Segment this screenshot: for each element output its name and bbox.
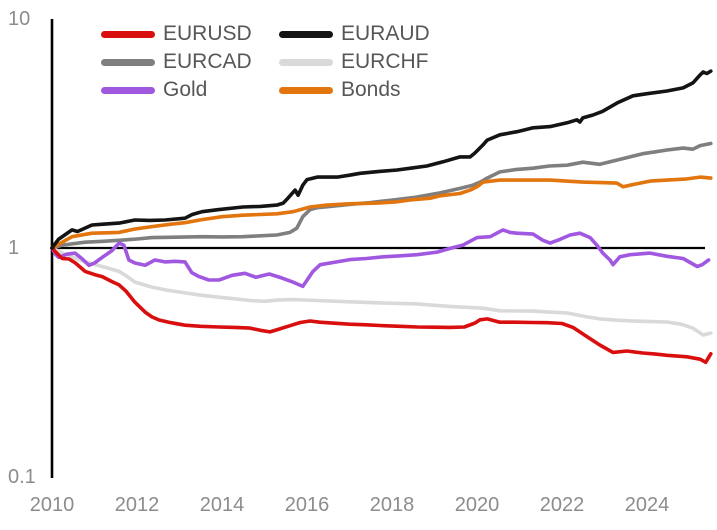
legend-swatch-gold [101, 86, 155, 94]
legend-item-eurusd: EURUSD [101, 22, 252, 46]
legend-label-eurcad: EURCAD [163, 50, 252, 73]
x-tick-2014: 2014 [199, 494, 245, 516]
legend-swatch-eurchf [279, 58, 333, 66]
legend-swatch-euraud [279, 30, 333, 38]
series-line-bonds [50, 175, 713, 250]
legend-label-bonds: Bonds [341, 78, 401, 101]
series-line-eurchf [50, 246, 713, 337]
legend-label-euraud: EURAUD [341, 22, 430, 45]
x-tick-2010: 2010 [29, 494, 75, 516]
legend-item-bonds: Bonds [279, 78, 401, 102]
y-tick-0-1: 0.1 [8, 466, 36, 488]
series-line-eurusd [50, 246, 713, 365]
legend-label-gold: Gold [163, 78, 208, 101]
legend-label-eurusd: EURUSD [163, 22, 252, 45]
legend-swatch-bonds [279, 86, 333, 94]
legend-swatch-eurusd [101, 30, 155, 38]
series-line-eurcad [50, 141, 713, 250]
series-line-euraud [50, 69, 713, 250]
x-tick-2022: 2022 [539, 494, 585, 516]
x-tick-2016: 2016 [284, 494, 330, 516]
legend-item-gold: Gold [101, 78, 207, 102]
x-tick-2020: 2020 [454, 494, 500, 516]
y-tick-10: 10 [8, 8, 31, 30]
legend-item-eurcad: EURCAD [101, 50, 252, 74]
y-tick-1: 1 [8, 237, 20, 259]
legend-label-eurchf: EURCHF [341, 50, 429, 73]
legend-swatch-eurcad [101, 58, 155, 66]
legend-item-eurchf: EURCHF [279, 50, 429, 74]
x-tick-2012: 2012 [114, 494, 160, 516]
legend-item-euraud: EURAUD [279, 22, 430, 46]
series-line-gold [50, 228, 711, 289]
x-tick-2018: 2018 [369, 494, 415, 516]
x-tick-2024: 2024 [624, 494, 670, 516]
